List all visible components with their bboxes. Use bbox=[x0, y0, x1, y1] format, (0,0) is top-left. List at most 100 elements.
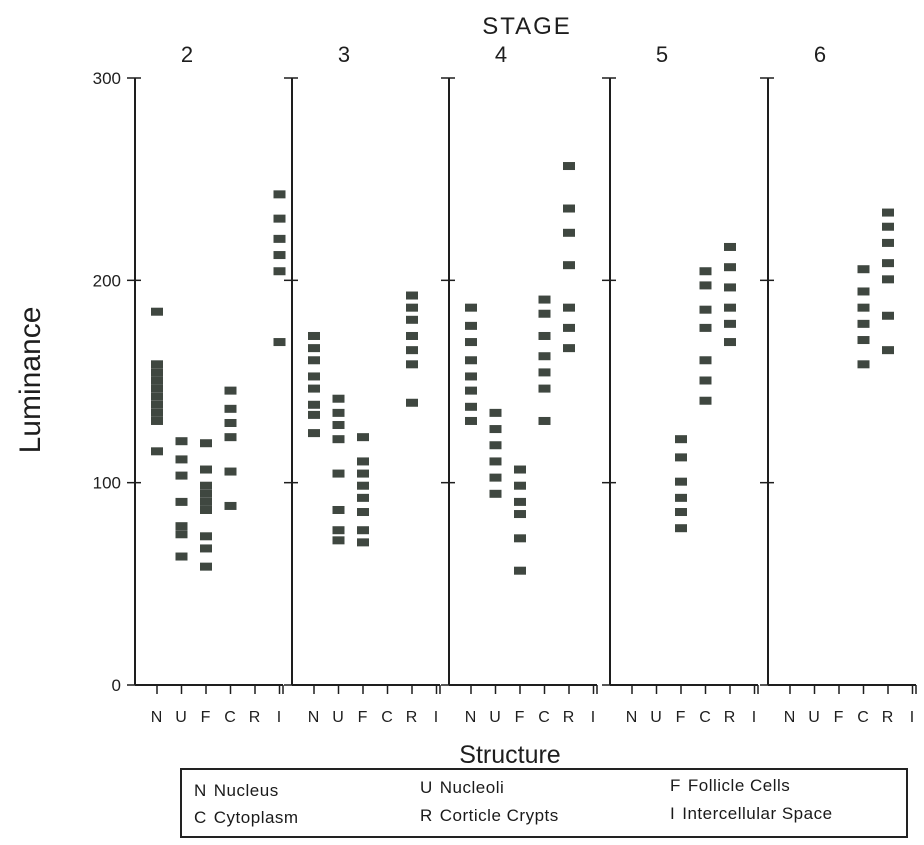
x-tick-label: N bbox=[151, 709, 164, 726]
data-point bbox=[274, 338, 286, 346]
chart-title: STAGE bbox=[482, 13, 572, 40]
data-point bbox=[151, 409, 163, 417]
data-point bbox=[882, 275, 894, 283]
legend-label: Nucleoli bbox=[440, 778, 504, 797]
data-point bbox=[225, 387, 237, 395]
x-tick-label: R bbox=[724, 709, 737, 726]
data-point bbox=[858, 336, 870, 344]
data-point bbox=[858, 265, 870, 273]
data-point bbox=[465, 338, 477, 346]
data-point bbox=[200, 544, 212, 552]
data-point bbox=[357, 470, 369, 478]
data-point bbox=[333, 421, 345, 429]
x-tick-label: U bbox=[650, 709, 663, 726]
data-point bbox=[882, 312, 894, 320]
data-point bbox=[465, 417, 477, 425]
data-point bbox=[406, 360, 418, 368]
data-point bbox=[333, 470, 345, 478]
data-point bbox=[308, 372, 320, 380]
data-point bbox=[357, 494, 369, 502]
data-point bbox=[151, 360, 163, 368]
data-point bbox=[308, 411, 320, 419]
stage-label: 5 bbox=[656, 42, 668, 67]
legend-label: Intercellular Space bbox=[682, 804, 832, 823]
data-point bbox=[357, 482, 369, 490]
x-tick-label: R bbox=[882, 709, 895, 726]
data-point bbox=[675, 435, 687, 443]
data-point bbox=[151, 401, 163, 409]
data-point bbox=[563, 261, 575, 269]
data-point bbox=[724, 243, 736, 251]
data-point bbox=[882, 259, 894, 267]
data-point bbox=[858, 287, 870, 295]
data-point bbox=[333, 536, 345, 544]
x-tick-label: C bbox=[699, 709, 712, 726]
data-point bbox=[882, 239, 894, 247]
data-point bbox=[539, 385, 551, 393]
data-point bbox=[465, 403, 477, 411]
data-point bbox=[465, 372, 477, 380]
x-tick-label: F bbox=[515, 709, 526, 726]
data-point bbox=[539, 296, 551, 304]
data-point bbox=[465, 322, 477, 330]
legend-code: I bbox=[670, 804, 675, 824]
legend-label: Nucleus bbox=[214, 781, 279, 800]
data-point bbox=[225, 468, 237, 476]
data-point bbox=[225, 502, 237, 510]
legend-entry-cytoplasm: C Cytoplasm bbox=[194, 808, 299, 828]
x-tick-label: I bbox=[752, 709, 757, 726]
data-point bbox=[675, 524, 687, 532]
x-tick-label: U bbox=[332, 709, 345, 726]
data-point bbox=[308, 429, 320, 437]
data-point bbox=[882, 223, 894, 231]
data-point bbox=[514, 466, 526, 474]
data-point bbox=[333, 506, 345, 514]
data-point bbox=[563, 162, 575, 170]
data-point bbox=[563, 304, 575, 312]
x-axis-label: Structure bbox=[459, 741, 560, 769]
data-point bbox=[724, 338, 736, 346]
data-point bbox=[858, 360, 870, 368]
data-point bbox=[357, 508, 369, 516]
data-point bbox=[539, 332, 551, 340]
data-point bbox=[406, 332, 418, 340]
data-point bbox=[724, 320, 736, 328]
data-point bbox=[200, 490, 212, 498]
y-axis-label: Luminance bbox=[14, 307, 47, 454]
legend-entry-nucleus: N Nucleus bbox=[194, 781, 279, 801]
data-point bbox=[357, 526, 369, 534]
data-point bbox=[858, 320, 870, 328]
legend-entry-intercellular-space: I Intercellular Space bbox=[670, 804, 833, 824]
data-point bbox=[200, 532, 212, 540]
data-point bbox=[858, 304, 870, 312]
data-point bbox=[200, 498, 212, 506]
legend: N Nucleus C Cytoplasm U Nucleoli R Corticle … bbox=[180, 768, 908, 838]
data-point bbox=[882, 209, 894, 217]
data-point bbox=[151, 368, 163, 376]
legend-entry-nucleoli: U Nucleoli bbox=[420, 778, 504, 798]
x-tick-label: F bbox=[358, 709, 369, 726]
data-point bbox=[563, 324, 575, 332]
x-tick-label: C bbox=[538, 709, 551, 726]
data-point bbox=[200, 466, 212, 474]
x-tick-label: U bbox=[489, 709, 502, 726]
stage-panel-5: 5 N U F C R I bbox=[602, 42, 758, 726]
x-tick-label: C bbox=[381, 709, 394, 726]
data-point bbox=[490, 425, 502, 433]
x-tick-label: C bbox=[857, 709, 870, 726]
data-point bbox=[882, 346, 894, 354]
data-point bbox=[675, 453, 687, 461]
data-point bbox=[151, 377, 163, 385]
data-point bbox=[151, 393, 163, 401]
x-tick-label: C bbox=[224, 709, 237, 726]
y-tick-label: 200 bbox=[93, 271, 121, 290]
data-point bbox=[465, 356, 477, 364]
x-tick-label: I bbox=[591, 709, 596, 726]
y-tick-label: 0 bbox=[112, 676, 121, 695]
data-point bbox=[675, 478, 687, 486]
data-point bbox=[406, 304, 418, 312]
data-point bbox=[563, 205, 575, 213]
data-point bbox=[176, 553, 188, 561]
